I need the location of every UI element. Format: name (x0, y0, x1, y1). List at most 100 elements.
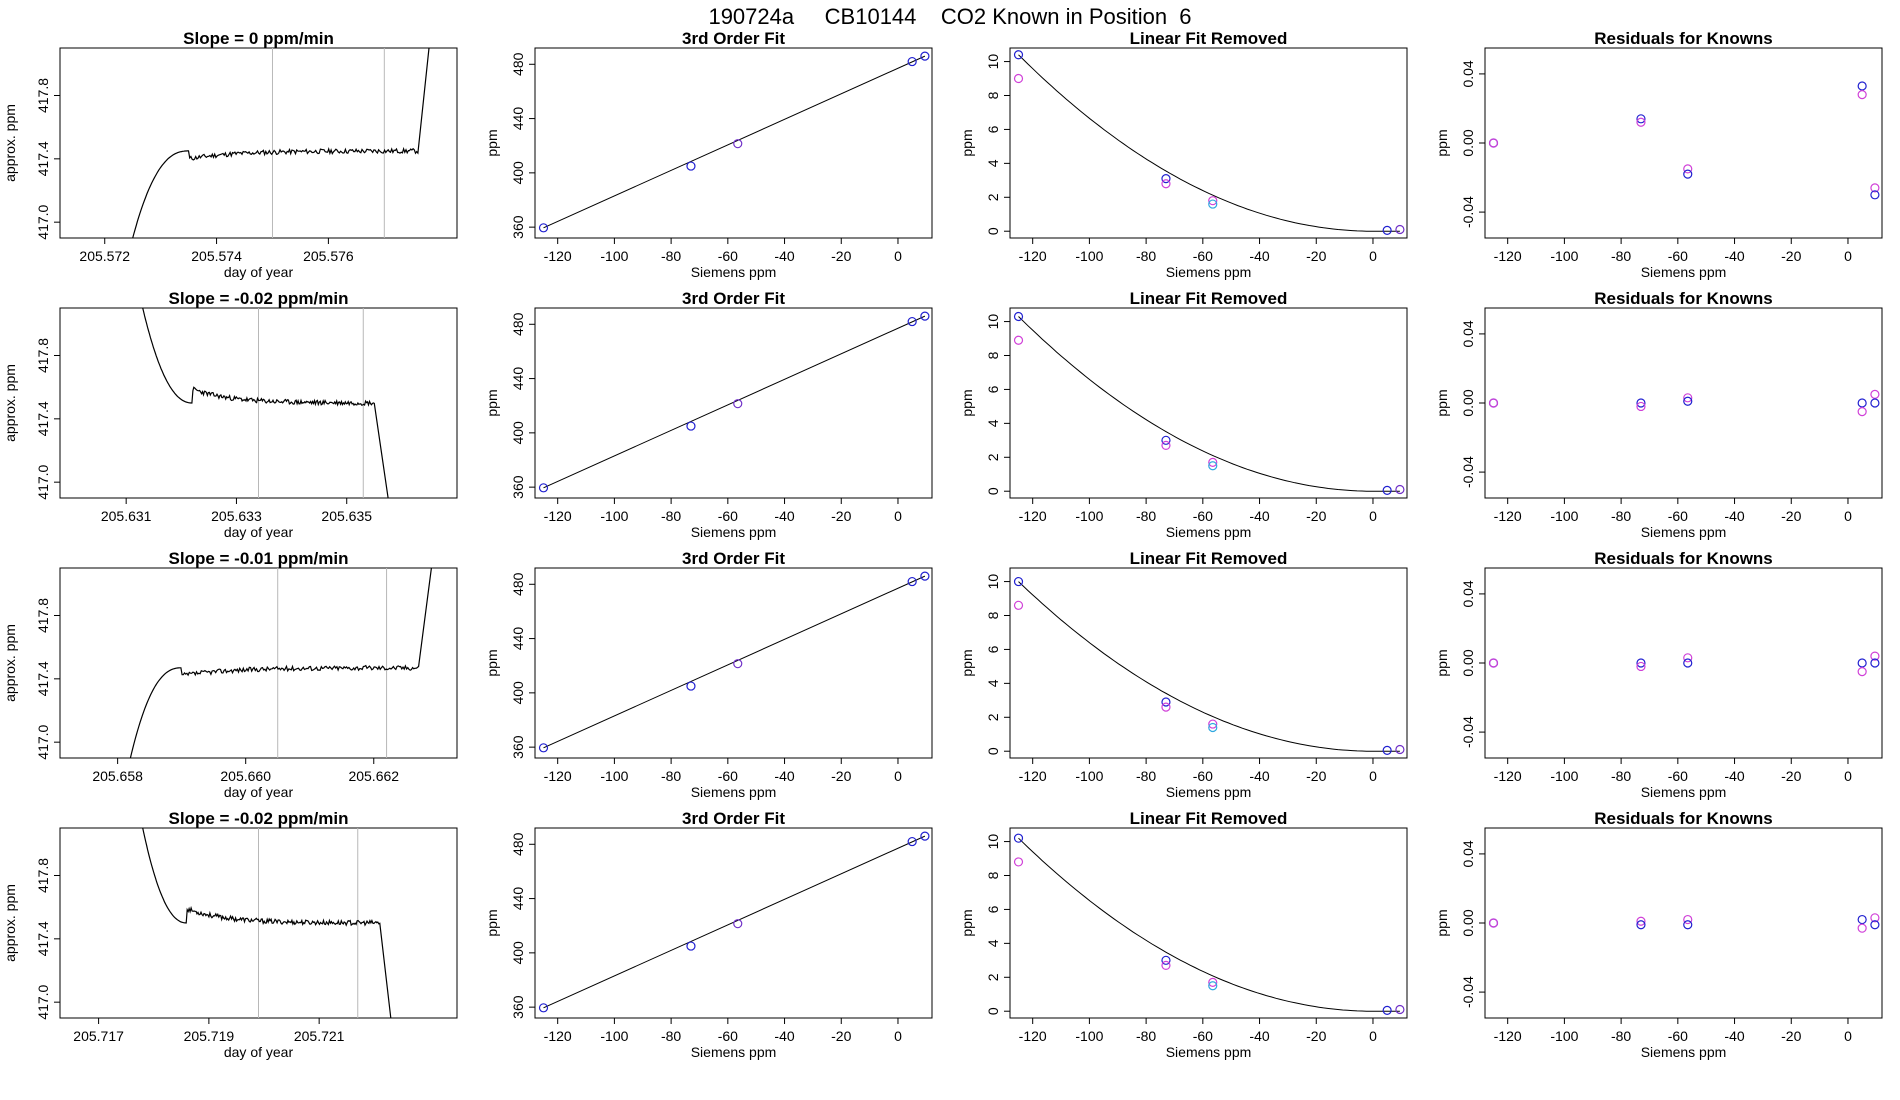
y-tick-label: 8 (985, 91, 1001, 99)
data-point (1013, 311, 1024, 322)
x-tick-label: -40 (774, 768, 794, 784)
plot-area (1013, 576, 1405, 755)
x-tick-label: -80 (1611, 508, 1631, 524)
plot-frame (1009, 47, 1408, 239)
x-tick-label: -80 (661, 768, 681, 784)
y-tick-label: 8 (985, 351, 1001, 359)
panel-title: Residuals for Knowns (1594, 549, 1773, 568)
y-tick-label: 0.04 (1460, 840, 1476, 867)
x-tick-label: 205.660 (220, 768, 271, 784)
x-tick-label: 0 (1844, 768, 1852, 784)
data-point (1382, 485, 1392, 495)
x-tick-label: -120 (1494, 508, 1522, 524)
data-point (1161, 174, 1171, 184)
data-point (1870, 190, 1880, 200)
x-tick-label: -100 (1550, 1028, 1578, 1044)
x-tick-label: -100 (600, 1028, 628, 1044)
data-point (1208, 981, 1218, 991)
x-axis-label: Siemens ppm (1641, 784, 1727, 800)
data-point (1857, 407, 1867, 417)
y-tick-label: 480 (510, 832, 526, 856)
y-tick-label: 4 (985, 159, 1001, 167)
y-tick-label: 417.4 (35, 141, 51, 176)
x-tick-label: -20 (831, 768, 851, 784)
data-point (538, 743, 549, 753)
data-point (920, 571, 930, 581)
data-point (1857, 914, 1867, 925)
data-point (1208, 196, 1218, 206)
x-tick-label: -60 (718, 508, 738, 524)
x-tick-label: 205.719 (184, 1028, 235, 1044)
data-point (1870, 651, 1880, 661)
data-point (733, 919, 743, 929)
y-tick-label: 440 (510, 887, 526, 911)
plot-area (1013, 833, 1405, 1015)
y-tick-label: 0.00 (1460, 909, 1476, 936)
x-tick-label: 0 (894, 508, 902, 524)
data-point (1870, 913, 1880, 923)
x-tick-label: -100 (600, 248, 628, 264)
x-tick-label: -60 (1668, 508, 1688, 524)
y-axis-label: ppm (484, 649, 500, 676)
x-tick-label: -100 (1075, 248, 1103, 264)
data-point (1857, 667, 1867, 677)
data-point (1395, 1004, 1405, 1015)
x-tick-label: -20 (831, 1028, 851, 1044)
x-tick-label: -120 (1494, 248, 1522, 264)
x-axis-label: Siemens ppm (1166, 784, 1252, 800)
x-axis-label: Siemens ppm (1641, 1044, 1727, 1060)
panel-title: Residuals for Knowns (1594, 29, 1773, 48)
x-tick-label: -20 (1306, 1028, 1326, 1044)
panel-title: Linear Fit Removed (1130, 549, 1288, 568)
data-point (1857, 81, 1867, 91)
panel-title: 3rd Order Fit (682, 29, 785, 48)
y-tick-label: 8 (985, 611, 1001, 619)
data-point (1857, 398, 1867, 408)
plot-area (129, 568, 432, 758)
x-tick-label: 0 (1369, 508, 1377, 524)
y-tick-label: 10 (985, 574, 1001, 590)
plot-area (1488, 913, 1880, 933)
panel-r1-c2: 3rd Order Fit -120 -100 -80 -60 -40 -20 0 Siemen… (484, 29, 933, 280)
data-point (1683, 920, 1693, 930)
data-point (907, 56, 917, 67)
y-axis-label: ppm (959, 649, 975, 676)
y-tick-label: 360 (510, 735, 526, 759)
plot-frame (534, 567, 933, 759)
data-point (1683, 169, 1693, 179)
y-tick-label: 417.4 (35, 401, 51, 436)
plot-frame (59, 567, 458, 759)
fit-curve (1018, 837, 1400, 1012)
plot-area (132, 48, 430, 238)
x-tick-label: -80 (661, 248, 681, 264)
y-tick-label: -0.04 (1460, 716, 1476, 748)
y-axis-label: approx. ppm (2, 624, 18, 702)
panel-r1-c4: Residuals for Knowns -120 -100 -80 -60 -40 -20… (1434, 29, 1883, 280)
data-point (907, 576, 917, 587)
y-tick-label: 0.00 (1460, 389, 1476, 416)
x-tick-label: -60 (1668, 768, 1688, 784)
data-point (920, 831, 930, 841)
x-tick-label: -20 (1306, 248, 1326, 264)
plot-area (1013, 50, 1405, 235)
y-tick-label: -0.04 (1460, 196, 1476, 228)
data-point (1208, 722, 1218, 733)
x-tick-label: -40 (1249, 508, 1269, 524)
panel-r4-c3: Linear Fit Removed -120 -100 -80 -60 -40 -20 0 S… (959, 809, 1408, 1060)
x-tick-label: -120 (1019, 248, 1047, 264)
y-tick-label: 0.00 (1460, 649, 1476, 676)
data-point (1870, 398, 1880, 408)
x-tick-label: -40 (1249, 248, 1269, 264)
panel-r1-c1: Slope = 0 ppm/min 205.572 205.574 205.576 da… (2, 29, 458, 280)
panel-r4-c2: 3rd Order Fit -120 -100 -80 -60 -40 -20 0 Siemen… (484, 809, 933, 1060)
x-axis-label: Siemens ppm (1641, 524, 1727, 540)
plot-frame (534, 827, 933, 1019)
plot-frame (1009, 567, 1408, 759)
panel-r3-c2: 3rd Order Fit -120 -100 -80 -60 -40 -20 0 Siemen… (484, 549, 933, 800)
y-tick-label: 0.04 (1460, 60, 1476, 87)
x-tick-label: 0 (1844, 508, 1852, 524)
y-tick-label: 360 (510, 475, 526, 499)
x-tick-label: -120 (544, 768, 572, 784)
x-tick-label: -120 (1019, 1028, 1047, 1044)
x-tick-label: 205.576 (303, 248, 354, 264)
